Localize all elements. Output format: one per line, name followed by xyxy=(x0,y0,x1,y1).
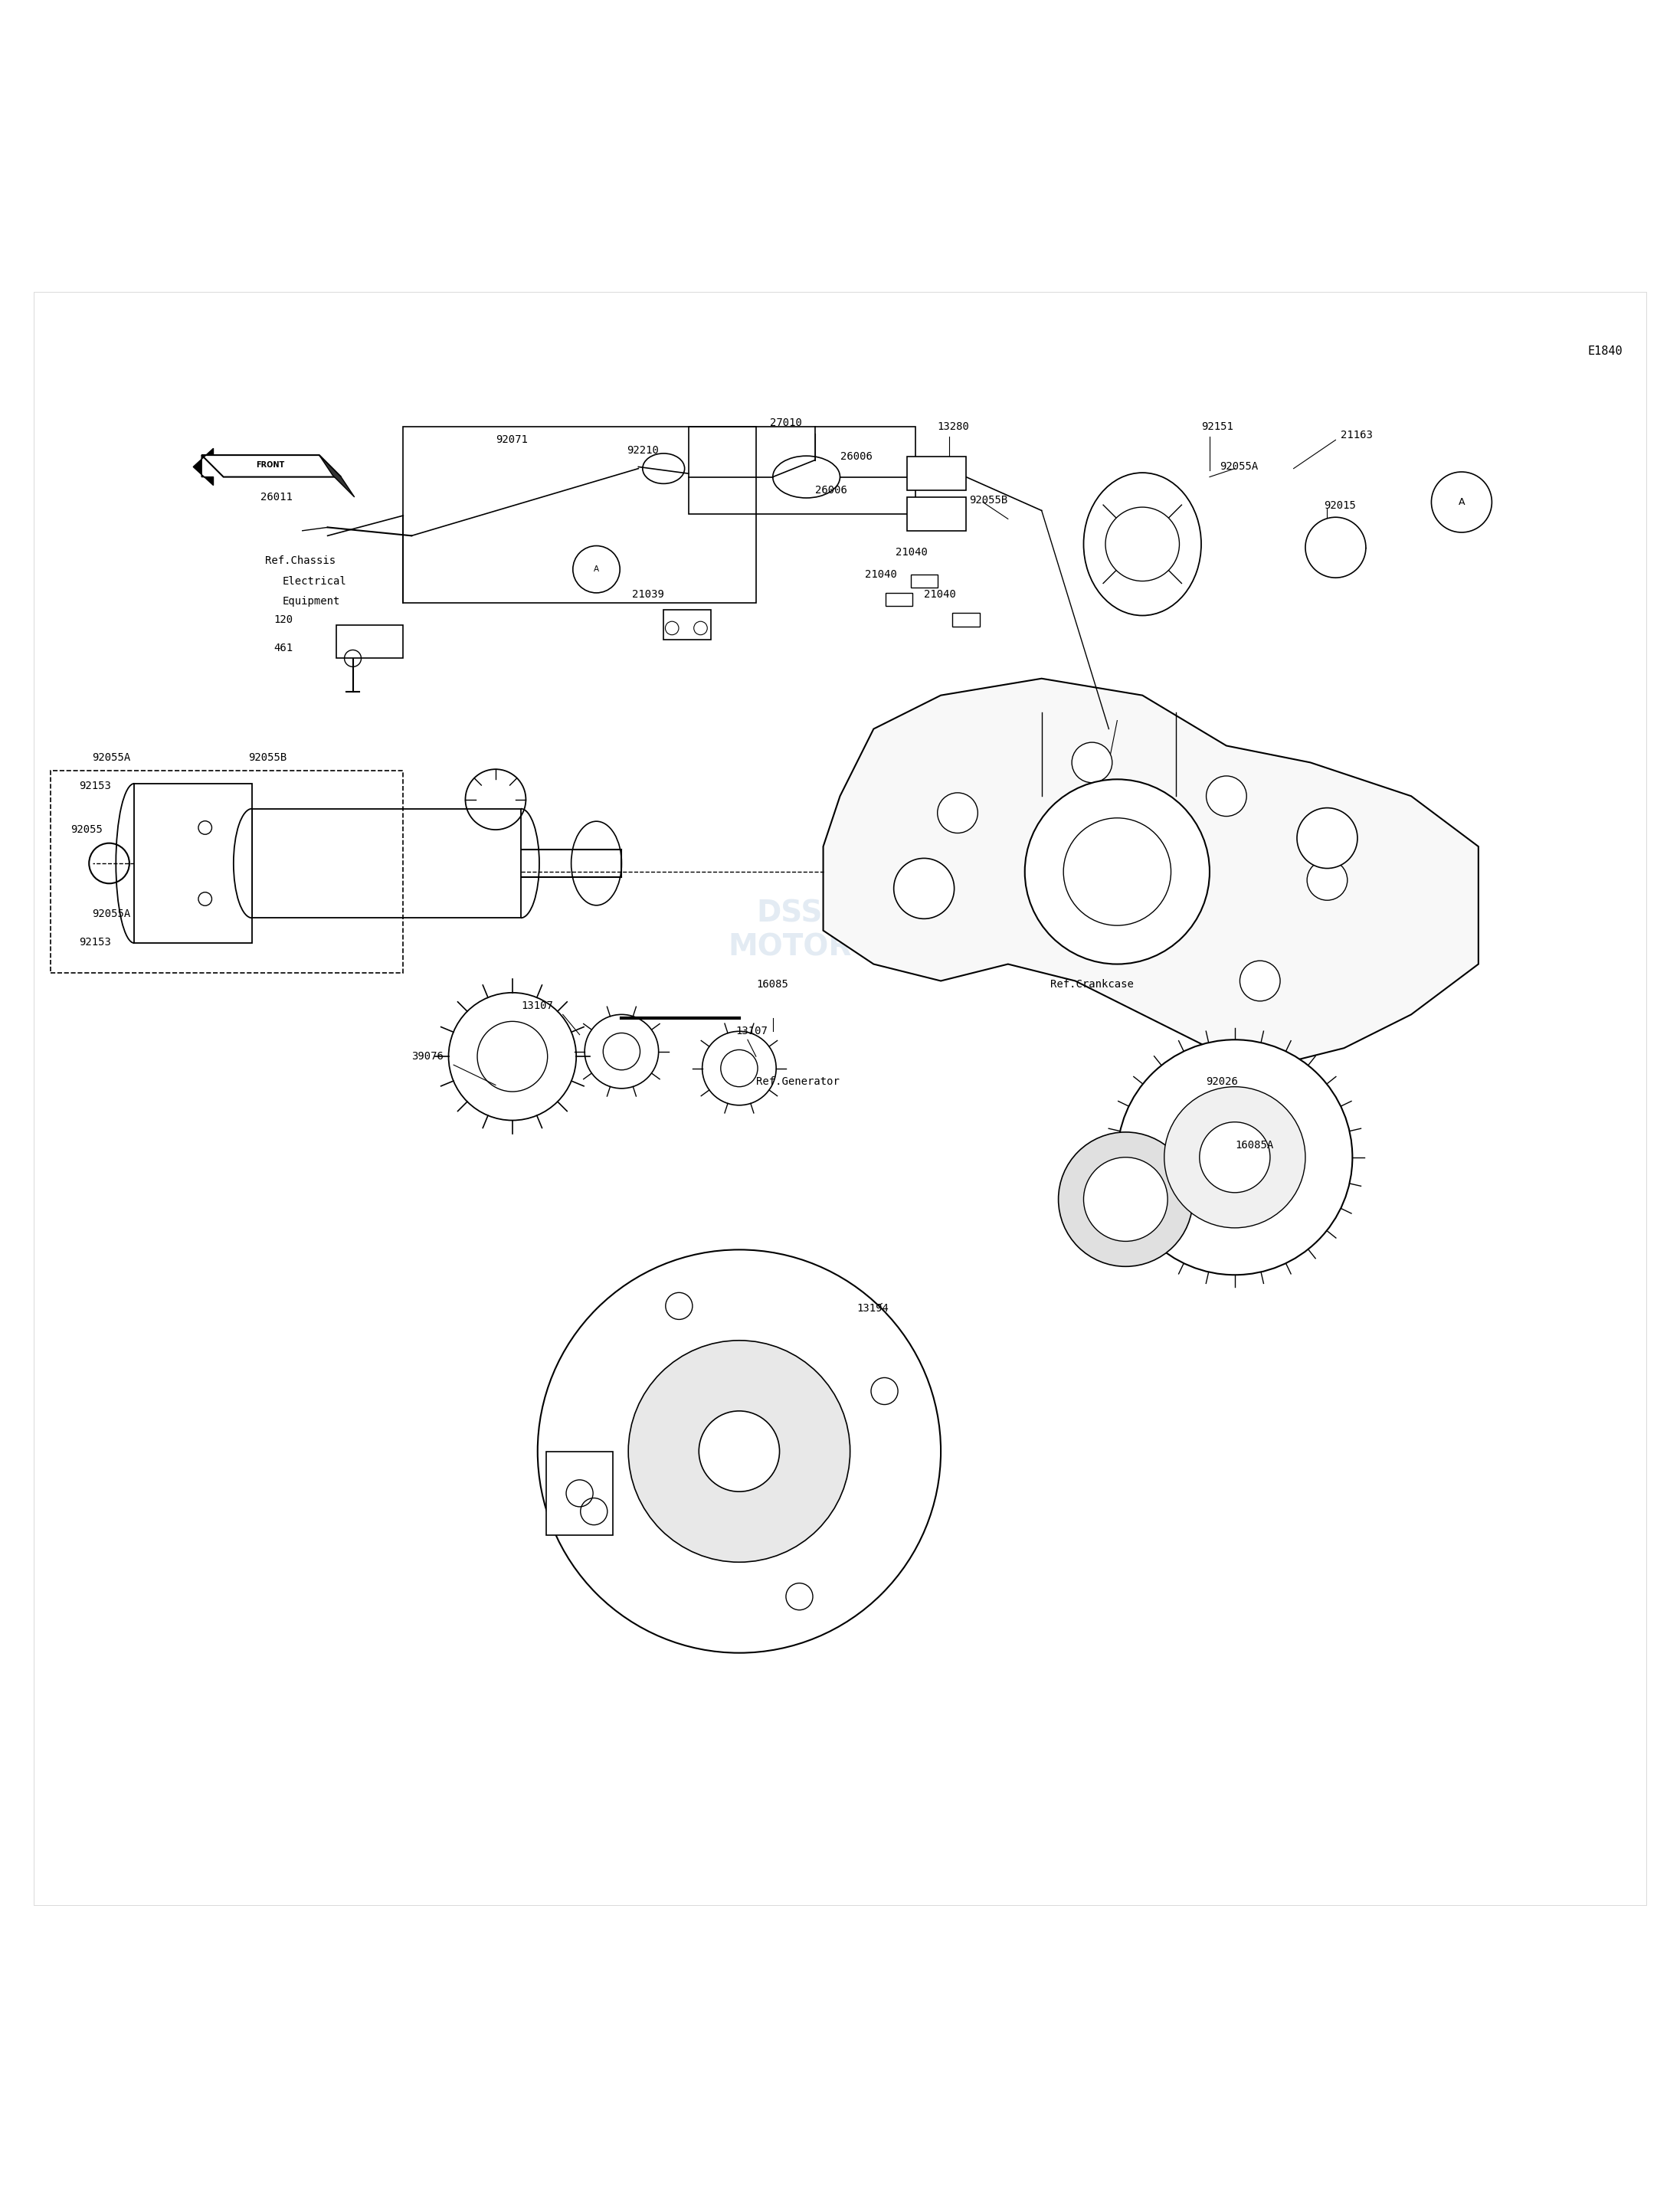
Circle shape xyxy=(198,892,212,905)
Circle shape xyxy=(1084,1158,1168,1241)
Text: FRONT: FRONT xyxy=(257,461,284,468)
Bar xyxy=(134,784,252,943)
Text: 21040: 21040 xyxy=(924,589,956,600)
Text: 92055B: 92055B xyxy=(249,751,287,762)
Circle shape xyxy=(581,1498,608,1525)
Text: 26006: 26006 xyxy=(815,486,847,497)
Text: 461: 461 xyxy=(274,644,292,655)
Text: 13107: 13107 xyxy=(521,1002,553,1011)
Text: 16085: 16085 xyxy=(756,980,788,989)
Bar xyxy=(911,573,937,589)
Text: 21163: 21163 xyxy=(1341,431,1373,439)
Text: E1840: E1840 xyxy=(1588,345,1623,356)
Text: 92015: 92015 xyxy=(1324,501,1356,512)
Bar xyxy=(336,624,403,659)
Circle shape xyxy=(665,1292,692,1320)
Text: 92210: 92210 xyxy=(627,444,659,455)
Circle shape xyxy=(786,1584,813,1610)
Text: 92026: 92026 xyxy=(1206,1077,1238,1088)
Text: 92153: 92153 xyxy=(79,936,111,947)
Text: 26006: 26006 xyxy=(840,450,872,461)
Text: 92055B: 92055B xyxy=(969,494,1008,505)
Text: 21040: 21040 xyxy=(895,547,927,558)
Text: A: A xyxy=(593,565,600,573)
Text: Ref.Generator: Ref.Generator xyxy=(756,1077,840,1088)
Text: 13194: 13194 xyxy=(857,1303,889,1314)
Circle shape xyxy=(1117,1039,1352,1274)
Text: 92151: 92151 xyxy=(1201,422,1233,433)
Text: 92071: 92071 xyxy=(496,435,528,446)
Polygon shape xyxy=(823,679,1478,1066)
Polygon shape xyxy=(202,455,341,477)
Bar xyxy=(403,426,756,602)
Text: DSS
MOTOR: DSS MOTOR xyxy=(727,899,852,962)
Text: Equipment: Equipment xyxy=(282,595,339,606)
Circle shape xyxy=(1307,859,1347,901)
Text: 120: 120 xyxy=(274,615,292,626)
Bar xyxy=(689,426,916,514)
Bar xyxy=(252,808,521,918)
Text: 21040: 21040 xyxy=(865,569,897,580)
Polygon shape xyxy=(907,497,966,532)
Text: 92055A: 92055A xyxy=(92,751,131,762)
Bar xyxy=(885,593,912,606)
Text: Ref.Chassis: Ref.Chassis xyxy=(265,556,336,567)
Bar xyxy=(50,771,403,973)
Circle shape xyxy=(1240,960,1280,1002)
Text: A: A xyxy=(1458,497,1465,508)
Circle shape xyxy=(1164,1088,1305,1228)
Circle shape xyxy=(198,822,212,835)
Polygon shape xyxy=(193,448,213,486)
Text: 21039: 21039 xyxy=(632,589,664,600)
Text: 26011: 26011 xyxy=(260,492,292,503)
Circle shape xyxy=(1038,894,1079,934)
Circle shape xyxy=(1305,516,1366,578)
Circle shape xyxy=(1200,1123,1270,1193)
Polygon shape xyxy=(907,457,966,490)
Circle shape xyxy=(1025,780,1210,964)
Circle shape xyxy=(870,1378,897,1404)
Circle shape xyxy=(937,793,978,833)
Circle shape xyxy=(538,1250,941,1652)
Bar xyxy=(953,613,979,626)
Circle shape xyxy=(628,1340,850,1562)
Text: 16085A: 16085A xyxy=(1235,1140,1273,1151)
Text: Electrical: Electrical xyxy=(282,576,346,587)
Circle shape xyxy=(1105,508,1179,580)
Bar xyxy=(546,1452,613,1536)
Circle shape xyxy=(699,1410,780,1492)
Text: 92055A: 92055A xyxy=(92,907,131,918)
Circle shape xyxy=(1058,1131,1193,1265)
Text: 13107: 13107 xyxy=(736,1026,768,1037)
Text: 39076: 39076 xyxy=(412,1050,444,1061)
Text: 27010: 27010 xyxy=(769,417,803,428)
Circle shape xyxy=(1072,743,1112,782)
Text: Ref.Crankcase: Ref.Crankcase xyxy=(1050,980,1134,989)
Circle shape xyxy=(1297,808,1357,868)
Text: 92055A: 92055A xyxy=(1220,461,1258,472)
Circle shape xyxy=(1206,776,1247,817)
Text: 92153: 92153 xyxy=(79,780,111,791)
Circle shape xyxy=(894,859,954,918)
Text: 13280: 13280 xyxy=(937,422,969,433)
Text: 92055: 92055 xyxy=(71,824,102,835)
Polygon shape xyxy=(319,455,354,497)
Bar xyxy=(664,609,711,639)
